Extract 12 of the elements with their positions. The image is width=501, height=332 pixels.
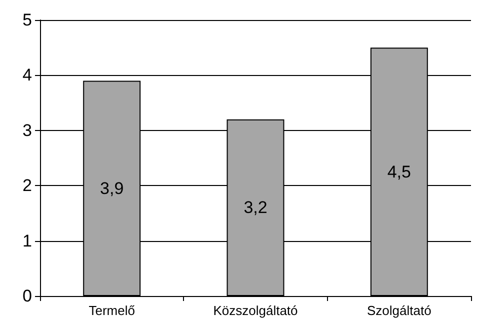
y-tick-label: 3 <box>22 120 32 140</box>
x-tick-label: Szolgáltató <box>367 303 432 318</box>
data-label: 3,9 <box>100 178 124 198</box>
data-label: 4,5 <box>387 162 411 182</box>
y-tick-label: 4 <box>22 66 32 85</box>
data-label: 3,2 <box>244 198 268 218</box>
y-tick-label: 5 <box>22 10 32 30</box>
y-tick-label: 1 <box>22 231 32 250</box>
x-tick-label: Közszolgáltató <box>213 303 298 318</box>
y-tick-label: 2 <box>22 176 32 196</box>
y-tick-label: 0 <box>22 286 32 306</box>
x-tick-label: Termelő <box>88 303 135 318</box>
